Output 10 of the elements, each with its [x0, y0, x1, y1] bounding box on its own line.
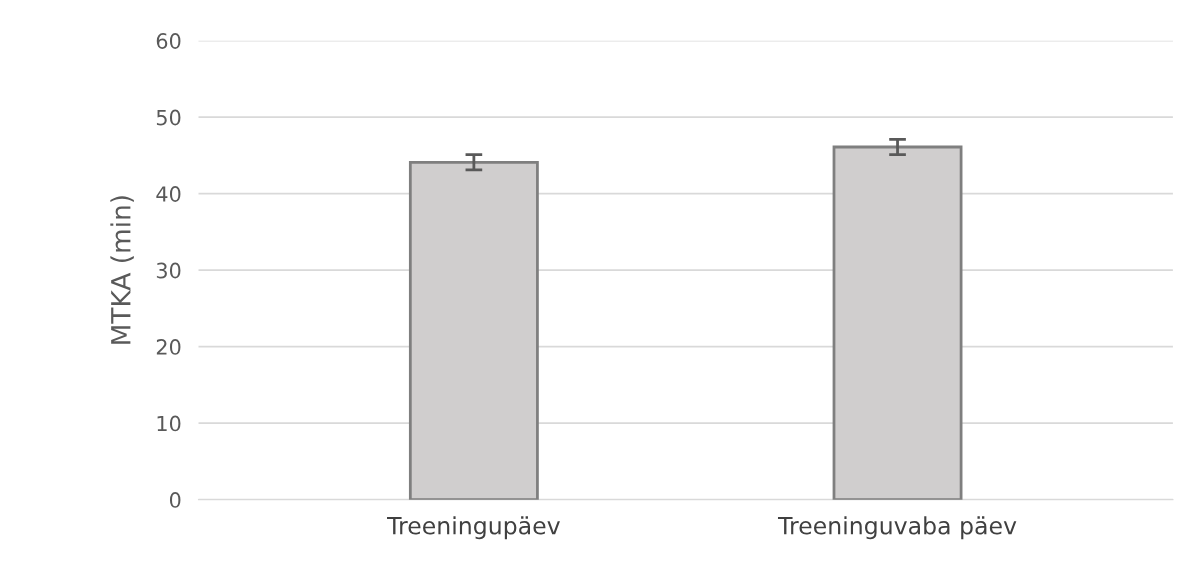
y-tick-label: 30	[156, 262, 181, 279]
y-axis-title: MTKA (min)	[110, 196, 134, 344]
y-tick-label: 20	[156, 339, 181, 355]
x-tick-label: Treeninguvaba päev	[777, 516, 1017, 540]
y-tick-label: 10	[157, 415, 181, 432]
y-tick-label: 50	[156, 109, 181, 126]
x-tick-label: Treeningupäev	[387, 516, 560, 540]
y-tick-label: 60	[156, 33, 181, 49]
y-tick-label: 40	[156, 186, 181, 202]
y-tick-label: 0	[169, 492, 181, 508]
